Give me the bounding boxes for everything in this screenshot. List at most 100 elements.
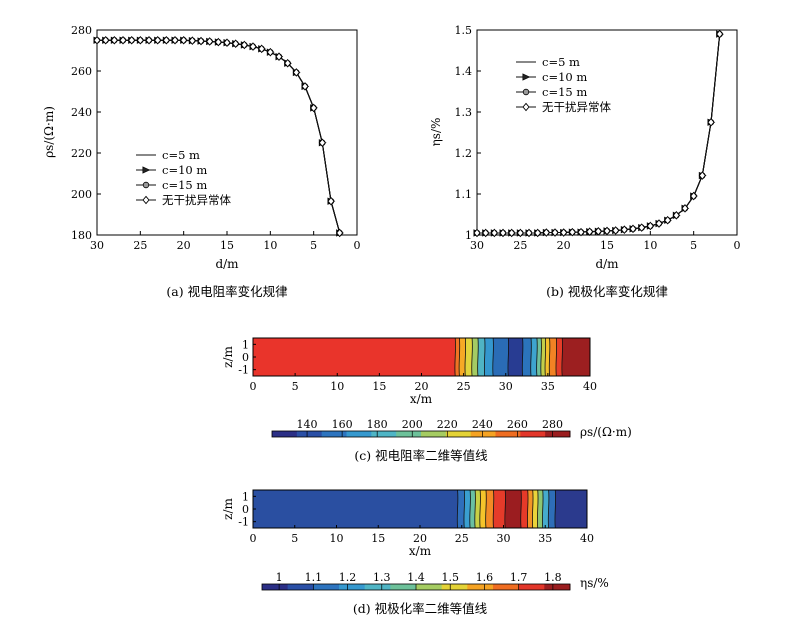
x-tick-label: 25 bbox=[133, 239, 147, 252]
series-4-point bbox=[482, 228, 490, 238]
colorbar-tick-label: 260 bbox=[507, 418, 528, 431]
legend-label-1: c=5 m bbox=[542, 55, 580, 69]
contour-line bbox=[554, 489, 557, 529]
panel-c-y-axis-label: z/m bbox=[221, 346, 235, 368]
x-tick-label: 25 bbox=[457, 380, 471, 393]
series-4-point bbox=[327, 196, 335, 206]
series-4-point bbox=[716, 29, 724, 39]
contour-line bbox=[492, 489, 495, 529]
contour-band bbox=[472, 338, 479, 376]
series-4-point bbox=[490, 228, 498, 238]
colorbar-swatch bbox=[390, 584, 417, 590]
y-tick-label: 280 bbox=[71, 24, 92, 37]
series-4-point bbox=[473, 228, 481, 238]
panel-b-plot-frame bbox=[476, 29, 738, 236]
colorbar-tick-label: 140 bbox=[297, 418, 318, 431]
contour-band bbox=[556, 338, 563, 376]
contour-band bbox=[477, 338, 485, 376]
colorbar-tick-label: 1.6 bbox=[476, 571, 494, 584]
y-tick-label: 1 bbox=[242, 338, 249, 351]
contour-line bbox=[544, 337, 547, 377]
panel-b-caption: (b) 视极化率变化规律 bbox=[546, 284, 668, 299]
y-tick-label: 0 bbox=[242, 351, 249, 364]
legend-marker-2 bbox=[522, 73, 531, 81]
contour-band bbox=[532, 490, 539, 528]
contour-line bbox=[536, 489, 539, 529]
contour-band bbox=[480, 490, 487, 528]
series-4-point bbox=[516, 228, 524, 238]
panel-c-caption: (c) 视电阻率二维等值线 bbox=[354, 448, 488, 463]
series-4-point bbox=[292, 68, 300, 77]
x-tick-label: 20 bbox=[415, 380, 429, 393]
series-4-point bbox=[249, 42, 257, 51]
contour-line bbox=[485, 489, 487, 529]
colorbar-swatch bbox=[321, 431, 347, 437]
contour-line bbox=[492, 337, 494, 377]
contour-line bbox=[547, 489, 550, 529]
y-tick-label: 1 bbox=[242, 490, 249, 503]
x-tick-label: 40 bbox=[580, 532, 594, 545]
x-tick-label: 5 bbox=[310, 239, 317, 252]
x-tick-label: 10 bbox=[330, 532, 344, 545]
series-4-point bbox=[145, 35, 153, 45]
series-4-point bbox=[620, 225, 628, 234]
contour-line bbox=[479, 489, 481, 529]
contour-band bbox=[253, 490, 458, 528]
panel-c-colorbar: 140 160 180 200 220 240 260 280 bbox=[271, 418, 571, 438]
colorbar-tick-label: 180 bbox=[367, 418, 388, 431]
legend-marker-3 bbox=[142, 181, 150, 189]
x-tick-label: 20 bbox=[413, 532, 427, 545]
y-tick-label: 1 bbox=[465, 229, 472, 242]
contour-line bbox=[555, 337, 558, 377]
series-4-point bbox=[499, 228, 507, 238]
contour-band bbox=[545, 338, 550, 376]
y-tick-label: 200 bbox=[71, 188, 92, 201]
series-4-point bbox=[655, 219, 663, 228]
x-tick-label: 25 bbox=[455, 532, 469, 545]
contour-line bbox=[561, 337, 563, 377]
contour-band bbox=[455, 338, 460, 376]
contour-line bbox=[456, 489, 459, 529]
contour-band bbox=[536, 338, 542, 376]
colorbar-tick-label: 220 bbox=[437, 418, 458, 431]
contour-band bbox=[465, 338, 473, 376]
series-line-4 bbox=[477, 34, 721, 234]
contour-band bbox=[484, 338, 494, 376]
colorbar-swatch bbox=[518, 584, 545, 590]
y-tick-label: 0 bbox=[242, 503, 249, 516]
panel-c-colorbar-label: ρs/(Ω·m) bbox=[580, 425, 632, 439]
series-4-point bbox=[586, 227, 594, 237]
colorbar-tick-label: 1.4 bbox=[407, 571, 425, 584]
series-4-point bbox=[318, 138, 326, 148]
contour-line bbox=[471, 337, 473, 377]
colorbar-swatch bbox=[313, 584, 340, 590]
series-4-point bbox=[119, 35, 127, 45]
series-4-point bbox=[214, 37, 222, 47]
contour-line bbox=[464, 337, 467, 377]
y-tick-label: 220 bbox=[71, 147, 92, 160]
contour-line bbox=[477, 337, 479, 377]
series-4-point bbox=[223, 38, 231, 48]
panel-a-y-axis-label: ρs/(Ω·m) bbox=[42, 106, 56, 158]
colorbar-swatch bbox=[296, 431, 323, 437]
series-4-point bbox=[197, 36, 205, 46]
series-4-point bbox=[154, 35, 162, 45]
x-tick-label: 0 bbox=[734, 239, 741, 252]
contour-line bbox=[483, 337, 486, 377]
colorbar-tick-label: 1.5 bbox=[441, 571, 459, 584]
contour-band bbox=[464, 490, 471, 528]
colorbar-swatch bbox=[441, 584, 468, 590]
contour-line bbox=[531, 489, 534, 529]
series-line-1 bbox=[477, 34, 721, 234]
legend-marker-4 bbox=[522, 102, 530, 112]
series-4-point bbox=[612, 226, 620, 235]
panel-d-caption: (d) 视极化率二维等值线 bbox=[353, 601, 488, 616]
contour-band bbox=[562, 338, 591, 376]
series-4-point bbox=[284, 58, 292, 68]
colorbar-swatch bbox=[520, 431, 546, 437]
x-tick-label: 30 bbox=[470, 239, 484, 252]
contour-line bbox=[520, 489, 522, 529]
contour-band bbox=[522, 338, 532, 376]
y-tick-label: 1.5 bbox=[455, 24, 473, 37]
